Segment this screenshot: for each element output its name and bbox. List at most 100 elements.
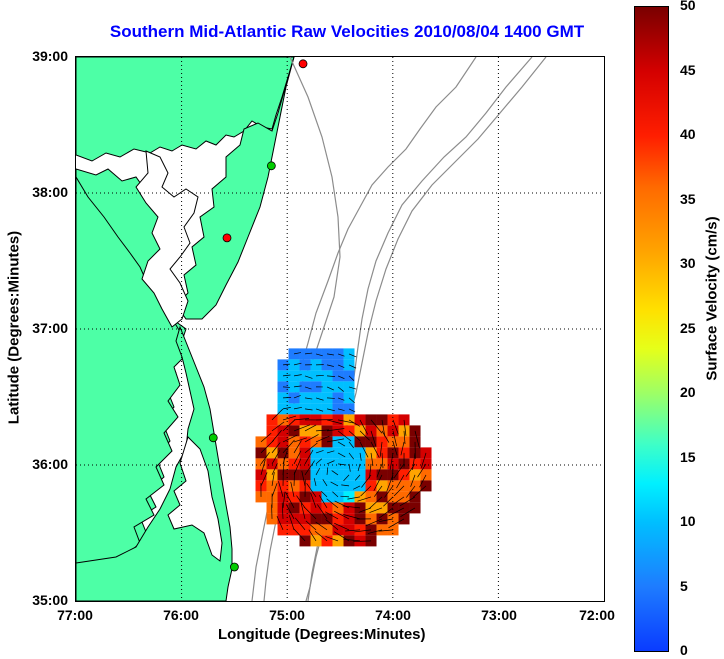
xtick-label: 75:00	[269, 607, 305, 623]
velocity-arrow	[285, 492, 295, 509]
velocity-arrow	[386, 474, 394, 492]
velocity-arrow	[282, 439, 295, 454]
velocity-arrow	[315, 408, 324, 412]
velocity-arrow	[285, 504, 295, 520]
velocity-arrow	[369, 496, 383, 509]
velocity-arrow	[354, 529, 372, 533]
velocity-arrow	[326, 375, 336, 377]
velocity-arrow	[315, 353, 323, 357]
velocity-arrow	[388, 518, 405, 529]
velocity-arrow	[360, 485, 372, 497]
velocity-arrow	[304, 397, 313, 400]
velocity-arrow	[334, 510, 350, 520]
velocity-arrow	[305, 520, 317, 531]
velocity-arrow	[315, 374, 324, 377]
velocity-arrow	[326, 408, 335, 412]
velocity-arrow	[315, 450, 324, 454]
velocity-arrow	[393, 463, 405, 479]
station-marker	[208, 433, 218, 443]
velocity-arrow	[282, 434, 298, 443]
colorbar-tick: 0	[680, 642, 688, 658]
velocity-cell	[255, 491, 267, 503]
velocity-cell	[310, 513, 322, 525]
velocity-cell	[321, 502, 333, 514]
velocity-arrow	[326, 428, 345, 432]
velocity-arrow	[308, 529, 317, 542]
chesapeake-bay	[135, 150, 199, 328]
velocity-arrow	[378, 507, 394, 519]
velocity-arrow	[326, 364, 334, 367]
map-plot-area[interactable]	[75, 56, 605, 602]
velocity-arrow	[321, 491, 328, 498]
velocity-cell	[321, 480, 333, 492]
velocity-cell	[299, 513, 311, 525]
velocity-cell	[321, 491, 333, 503]
velocity-arrow	[325, 511, 339, 520]
velocity-arrow	[345, 529, 361, 532]
xtick-label: 74:00	[375, 607, 411, 623]
velocity-arrow	[326, 353, 334, 356]
velocity-arrow	[348, 408, 356, 413]
velocity-arrow	[293, 440, 302, 454]
velocity-cell	[354, 502, 366, 514]
velocity-arrow	[381, 419, 386, 437]
velocity-arrow	[260, 452, 270, 465]
xtick-label: 77:00	[57, 607, 93, 623]
velocity-arrow	[304, 434, 319, 443]
velocity-arrow	[347, 496, 361, 500]
velocity-cell	[310, 502, 322, 514]
velocity-arrow	[296, 495, 306, 509]
velocity-arrow	[260, 459, 266, 475]
velocity-arrow	[326, 386, 334, 391]
velocity-arrow	[337, 397, 345, 401]
velocity-cell	[332, 524, 344, 536]
land-mainland	[76, 57, 295, 162]
velocity-arrow	[370, 419, 383, 434]
velocity-arrow	[281, 502, 284, 519]
station-marker	[298, 59, 308, 69]
velocity-arrow	[322, 479, 328, 487]
velocity-arrow	[290, 481, 295, 497]
velocity-cell	[332, 502, 344, 514]
velocity-arrow	[419, 474, 427, 488]
velocity-arrow	[392, 430, 397, 447]
velocity-arrow	[358, 507, 372, 513]
velocity-arrow	[348, 375, 355, 381]
velocity-arrow	[304, 460, 315, 476]
velocity-arrow	[293, 471, 295, 486]
velocity-arrow	[369, 507, 383, 513]
velocity-arrow	[304, 386, 312, 390]
velocity-arrow	[260, 432, 272, 443]
velocity-arrow	[354, 474, 361, 481]
velocity-arrow	[294, 517, 306, 531]
hf-radar-stations	[208, 59, 308, 572]
velocity-arrow	[260, 472, 268, 487]
velocity-arrow	[392, 496, 405, 506]
velocity-arrow	[330, 481, 339, 487]
pamlico-sound	[167, 436, 223, 562]
velocity-arrow	[325, 536, 339, 542]
velocity-arrow	[313, 478, 317, 486]
y-axis-label: Latitude (Degrees:Minutes)	[5, 230, 23, 425]
velocity-arrow	[417, 463, 427, 478]
velocity-cell	[277, 491, 289, 503]
velocity-cell	[310, 535, 322, 547]
velocity-arrow	[348, 463, 351, 472]
velocity-arrow	[326, 419, 342, 425]
colorbar-tick: 25	[680, 320, 696, 336]
velocity-arrow	[293, 437, 308, 443]
grid-lines	[76, 57, 604, 601]
velocity-arrow	[376, 463, 383, 478]
velocity-arrow	[399, 496, 416, 507]
ytick-label: 37:00	[32, 320, 68, 336]
velocity-arrow	[315, 397, 324, 401]
colorbar-tick: 10	[680, 513, 696, 529]
colorbar-tick: 35	[680, 191, 696, 207]
colorbar-tick: 30	[680, 255, 696, 271]
velocity-cell	[288, 513, 300, 525]
velocity-arrow	[388, 507, 405, 517]
velocity-arrow	[271, 483, 278, 498]
velocity-arrow	[396, 474, 405, 489]
velocity-cell	[343, 535, 355, 547]
velocity-arrow	[314, 530, 328, 542]
